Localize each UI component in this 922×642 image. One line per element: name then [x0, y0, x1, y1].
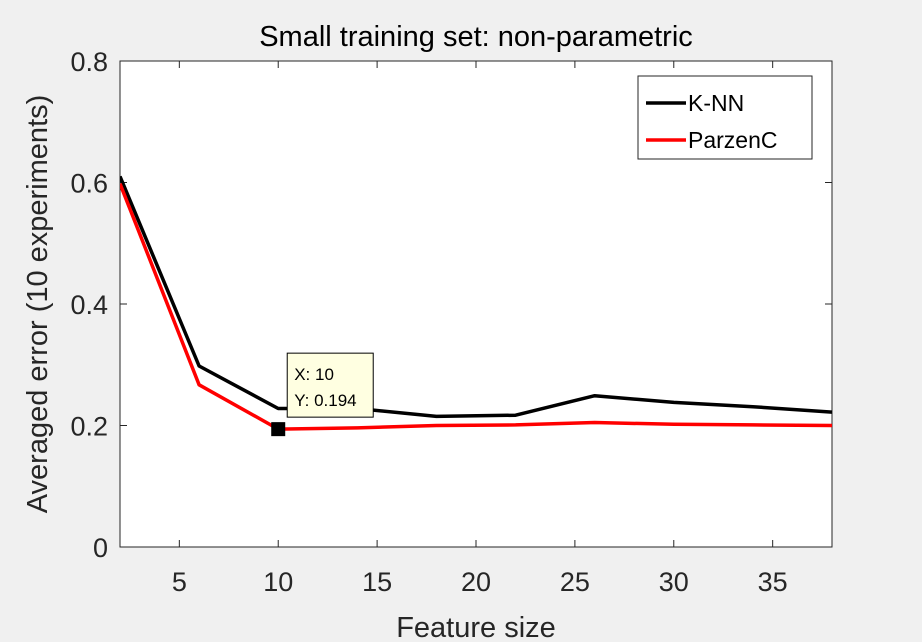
legend-entry-label: ParzenC — [688, 127, 777, 153]
x-tick-label: 20 — [461, 567, 491, 597]
datatip[interactable]: X: 10 Y: 0.194 — [271, 352, 374, 437]
x-tick-label: 10 — [263, 567, 293, 597]
datatip-box — [286, 352, 374, 418]
datatip-x-text: X: 10 — [294, 365, 334, 384]
x-tick-label: 30 — [659, 567, 689, 597]
x-axis-label: Feature size — [396, 612, 556, 642]
y-tick-label: 0 — [93, 533, 108, 563]
x-tick-label: 15 — [362, 567, 392, 597]
chart-title: Small training set: non-parametric — [259, 21, 693, 53]
ticks: 5 10 15 20 25 30 35 0 0.2 0.4 0.6 0.8 — [70, 47, 832, 597]
y-axis-label: Averaged error (10 experiments) — [22, 95, 54, 514]
series-line-k-nn — [120, 175, 832, 419]
y-tick-label: 0.6 — [70, 169, 108, 199]
legend-entry-label: K-NN — [688, 90, 744, 116]
legend-box — [637, 75, 813, 160]
y-tick-label: 0.2 — [70, 412, 108, 442]
datatip-y-text: Y: 0.194 — [294, 391, 356, 410]
y-tick-label: 0.4 — [70, 290, 108, 320]
x-tick-label: 5 — [172, 567, 187, 597]
series-line-parzenc — [120, 183, 832, 431]
y-tick-label: 0.8 — [70, 47, 108, 77]
x-tick-label: 25 — [560, 567, 590, 597]
legend[interactable]: K-NN ParzenC — [637, 75, 813, 160]
series-lines — [120, 175, 832, 431]
x-tick-label: 35 — [758, 567, 788, 597]
plot-area: 5 10 15 20 25 30 35 0 0.2 0.4 0.6 0.8 X: 10 Y: 0.194… — [70, 47, 833, 597]
datatip-marker[interactable] — [271, 422, 286, 437]
